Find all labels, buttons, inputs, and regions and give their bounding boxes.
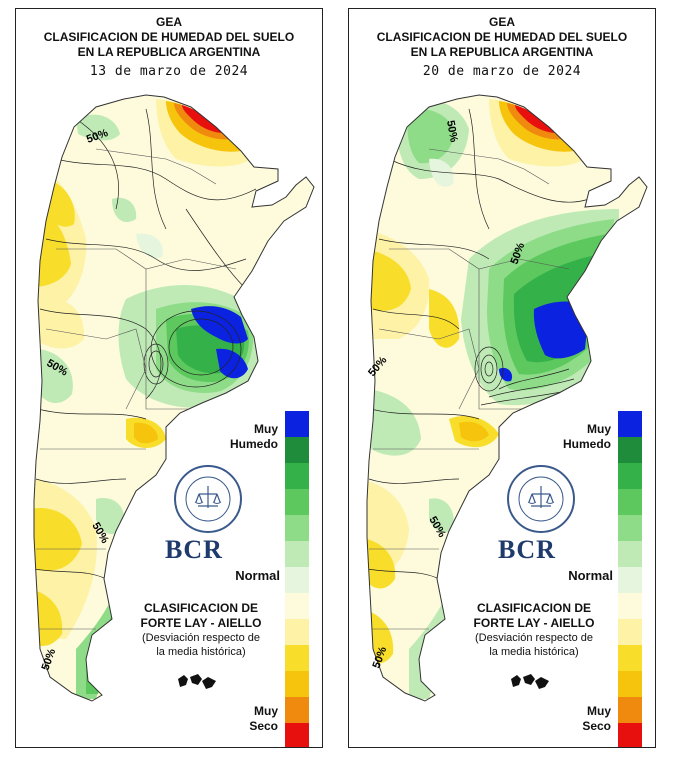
legend-swatch [285,671,309,697]
legend-swatch [618,593,642,619]
legend-top-label: Muy Humedo [563,422,611,451]
bcr-seal-icon [174,465,242,533]
map-title-line1: CLASIFICACION DE HUMEDAD DEL SUELO [376,30,628,44]
legend-swatch [285,723,309,747]
legend-normal-label: Normal [235,568,280,583]
legend-swatch [285,463,309,489]
legend-bottom-label: Muy Seco [582,704,611,733]
map-date: 20 de marzo de 2024 [422,64,582,79]
soil-moisture-map-panel-left: GEA CLASIFICACION DE HUMEDAD DEL SUELO E… [15,8,323,748]
malvinas-islands-icon [178,674,216,689]
map-org: GEA [155,15,182,29]
map-date: 13 de marzo de 2024 [89,64,249,79]
legend-swatch [285,541,309,567]
legend-swatch [285,697,309,723]
method-note: (Desviación respecto de la media históri… [474,632,593,658]
legend-swatch [618,723,642,747]
bcr-seal-icon [507,465,575,533]
legend-swatch [618,619,642,645]
legend-swatch [285,645,309,671]
bcr-logo: BCR [498,535,556,564]
legend-swatch [618,697,642,723]
map-title-line1: CLASIFICACION DE HUMEDAD DEL SUELO [43,30,295,44]
method-note: (Desviación respecto de la media históri… [141,632,260,658]
legend-swatch [618,671,642,697]
legend-swatch [618,411,642,437]
soil-moisture-map-panel-right: GEA CLASIFICACION DE HUMEDAD DEL SUELO E… [348,8,656,748]
legend-bottom-label: Muy Seco [249,704,278,733]
contour-label: 50% [444,119,460,143]
map-title-line2: EN LA REPUBLICA ARGENTINA [410,45,594,59]
color-scale-legend [618,411,642,747]
legend-swatch [285,515,309,541]
method-title: CLASIFICACION DE FORTE LAY - AIELLO [473,601,595,630]
legend-swatch [618,541,642,567]
legend-top-label: Muy Humedo [230,422,278,451]
legend-swatch [285,567,309,593]
method-title: CLASIFICACION DE FORTE LAY - AIELLO [140,601,262,630]
legend-swatch [285,437,309,463]
legend-swatch [285,489,309,515]
legend-swatch [618,463,642,489]
legend-normal-label: Normal [568,568,613,583]
map-title-line2: EN LA REPUBLICA ARGENTINA [77,45,261,59]
legend-swatch [618,489,642,515]
legend-swatch [618,645,642,671]
argentina-moisture-map: 50% 50% 50% 50% 50% [366,94,648,702]
legend-swatch [618,567,642,593]
argentina-moisture-map: 50% 50% 50% 50% [33,94,315,702]
map-org: GEA [488,15,515,29]
legend-swatch [618,437,642,463]
bcr-logo: BCR [165,535,223,564]
legend-swatch [285,411,309,437]
legend-swatch [618,515,642,541]
legend-swatch [285,619,309,645]
malvinas-islands-icon [511,674,549,689]
legend-swatch [285,593,309,619]
color-scale-legend [285,411,309,747]
